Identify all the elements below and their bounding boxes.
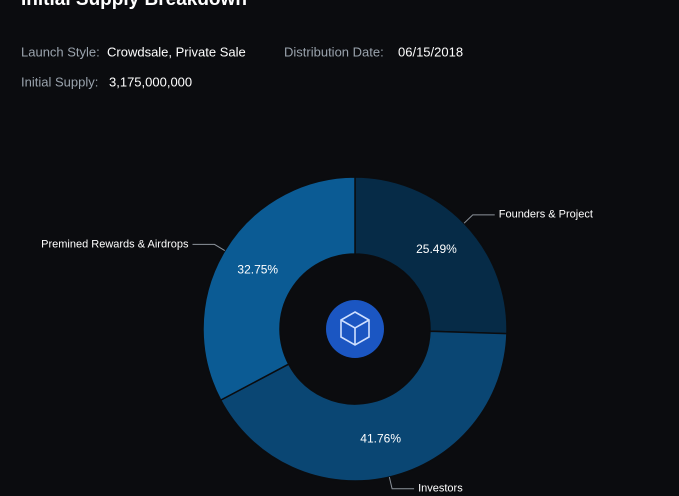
value-label: 41.76% (360, 432, 401, 446)
category-label: Investors (418, 483, 463, 495)
field-label: Launch Style: (21, 44, 100, 59)
field-value: Crowdsale, Private Sale (107, 44, 246, 59)
field-label: Distribution Date: (284, 44, 384, 59)
leader-line (192, 243, 226, 252)
field-label: Initial Supply: (21, 74, 98, 89)
leader-line (388, 476, 415, 490)
value-label: 32.75% (237, 263, 278, 277)
donut-slice (219, 330, 508, 482)
center-logo (326, 300, 384, 358)
donut-slice (354, 176, 508, 335)
value-label: 25.49% (416, 242, 457, 256)
donut-chart: 25.49% Founders & Project 41.76% Investors 3… (41, 176, 593, 495)
leader-line (463, 214, 495, 224)
field-value: 06/15/2018 (398, 44, 463, 59)
field-value: 3,175,000,000 (109, 74, 192, 89)
category-label: Premined Rewards & Airdrops (41, 238, 189, 250)
title: Initial Supply Breakdown (21, 0, 247, 10)
category-label: Founders & Project (499, 209, 593, 221)
donut-slice (202, 176, 356, 402)
